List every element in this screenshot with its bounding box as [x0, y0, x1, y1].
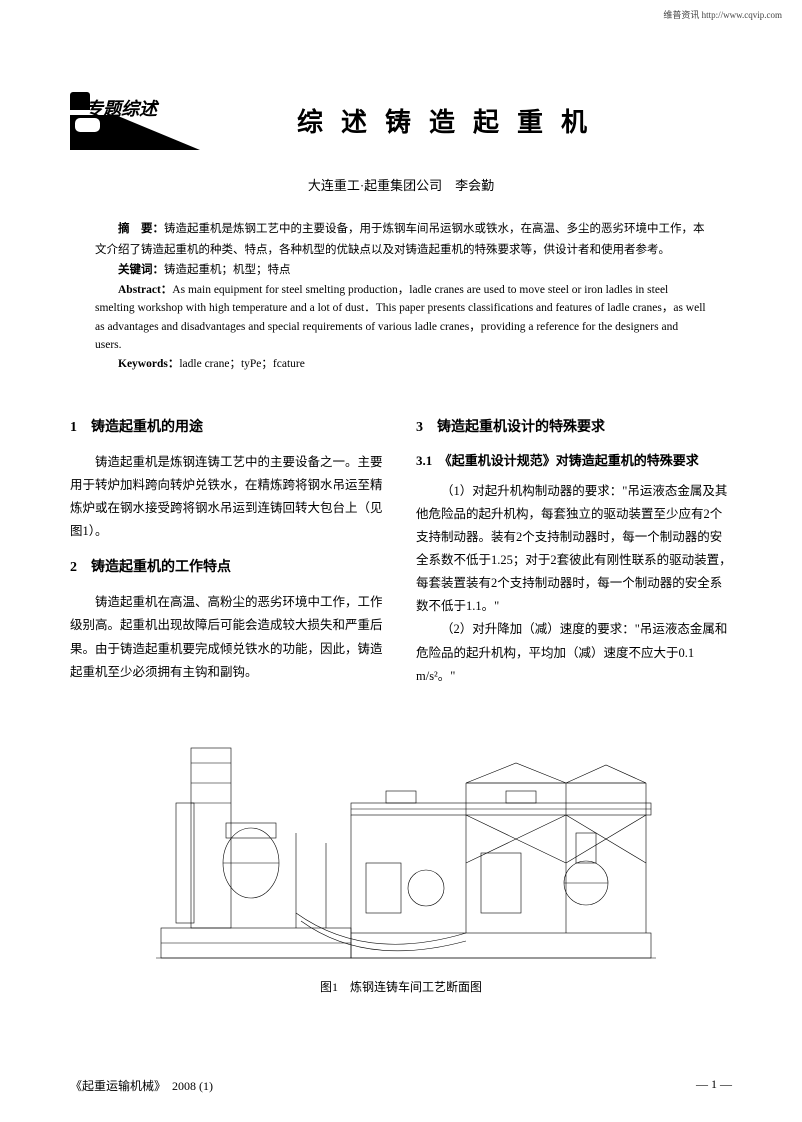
two-column-body: 1 铸造起重机的用途 铸造起重机是炼钢连铸工艺中的主要设备之一。主要用于转炉加料…: [70, 403, 732, 688]
abstract-label-en: Abstract：: [118, 284, 172, 296]
keywords-text-zh: 铸造起重机；机型；特点: [164, 264, 291, 276]
keywords-text-en: ladle crane；tyPe；fcature: [179, 358, 304, 370]
page-footer: 《起重运输机械》 2008 (1) — 1 —: [70, 1077, 732, 1094]
abstract-zh: 摘 要：铸造起重机是炼钢工艺中的主要设备，用于炼钢车间吊运钢水或铁水，在高温、多…: [95, 219, 707, 260]
keywords-en: Keywords：ladle crane；tyPe；fcature: [95, 355, 707, 373]
figure-1: 图1 炼钢连铸车间工艺断面图: [70, 733, 732, 995]
section-logo: 专题综述: [70, 90, 200, 150]
section-1-heading: 1 铸造起重机的用途: [70, 415, 386, 441]
abstract-label-zh: 摘 要：: [118, 223, 164, 235]
header-row: 专题综述 综述铸造起重机: [70, 90, 732, 150]
page-content: 专题综述 综述铸造起重机 大连重工·起重集团公司 李会勤 摘 要：铸造起重机是炼…: [0, 0, 802, 718]
watermark-text: 维普资讯 http://www.cqvip.com: [663, 8, 782, 21]
abstract-block: 摘 要：铸造起重机是炼钢工艺中的主要设备，用于炼钢车间吊运钢水或铁水，在高温、多…: [95, 219, 707, 373]
steel-plant-diagram-icon: [86, 733, 716, 973]
keywords-label-en: Keywords：: [118, 358, 179, 370]
journal-citation: 《起重运输机械》 2008 (1): [70, 1077, 213, 1094]
abstract-text-en: As main equipment for steel smelting pro…: [95, 284, 706, 351]
author-affiliation: 大连重工·起重集团公司 李会勤: [70, 175, 732, 194]
article-title: 综述铸造起重机: [230, 102, 732, 139]
figure-1-drawing: [86, 733, 716, 973]
section-2-heading: 2 铸造起重机的工作特点: [70, 555, 386, 581]
figure-1-caption: 图1 炼钢连铸车间工艺断面图: [70, 978, 732, 995]
abstract-text-zh: 铸造起重机是炼钢工艺中的主要设备，用于炼钢车间吊运钢水或铁水，在高温、多尘的恶劣…: [95, 223, 705, 256]
car-icon: [75, 118, 100, 132]
section-2-para: 铸造起重机在高温、高粉尘的恶劣环境中工作，工作级别高。起重机出现故障后可能会造成…: [70, 591, 386, 684]
section-3-heading: 3 铸造起重机设计的特殊要求: [416, 415, 732, 441]
keywords-zh: 关键词：铸造起重机；机型；特点: [95, 260, 707, 281]
page-number: — 1 —: [696, 1077, 732, 1094]
section-3-1-heading: 3.1 《起重机设计规范》对铸造起重机的特殊要求: [416, 451, 732, 472]
left-column: 1 铸造起重机的用途 铸造起重机是炼钢连铸工艺中的主要设备之一。主要用于转炉加料…: [70, 403, 386, 688]
right-column: 3 铸造起重机设计的特殊要求 3.1 《起重机设计规范》对铸造起重机的特殊要求 …: [416, 403, 732, 688]
section-3-1-para1: （1）对起升机构制动器的要求："吊运液态金属及其他危险品的起升机构，每套独立的驱…: [416, 480, 732, 619]
section-3-1-para2: （2）对升降加（减）速度的要求："吊运液态金属和危险品的起升机构，平均加（减）速…: [416, 618, 732, 687]
abstract-en: Abstract：As main equipment for steel sme…: [95, 281, 707, 355]
section-1-para: 铸造起重机是炼钢连铸工艺中的主要设备之一。主要用于转炉加料跨向转炉兑铁水，在精炼…: [70, 451, 386, 544]
keywords-label-zh: 关键词：: [118, 264, 164, 276]
